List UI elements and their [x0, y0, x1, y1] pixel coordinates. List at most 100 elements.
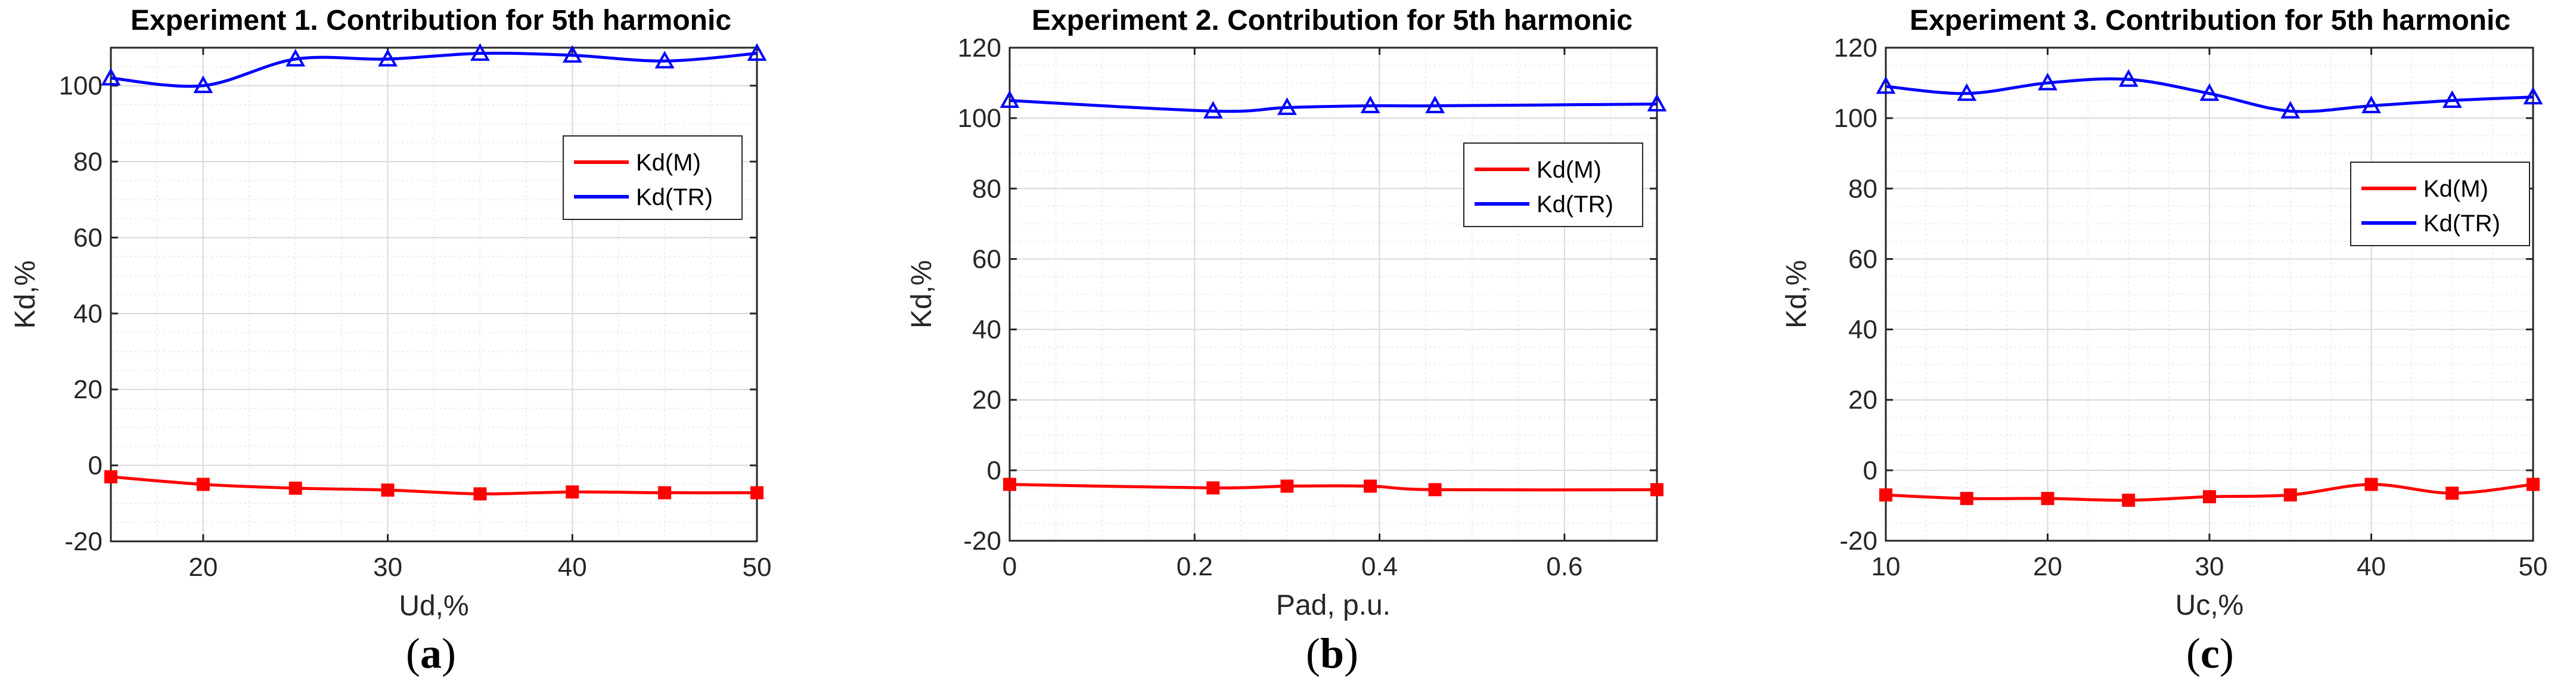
data-point-triangle — [2118, 69, 2139, 87]
data-point-triangle — [2361, 95, 2381, 113]
series-line — [1009, 482, 1658, 492]
y-tick-label: -20 — [1839, 526, 1877, 556]
legend-box — [563, 135, 743, 220]
data-point-square — [2283, 488, 2297, 502]
data-point-triangle — [1876, 76, 1896, 94]
y-tick-label: 80 — [1848, 174, 1877, 203]
data-point-triangle — [193, 75, 213, 94]
y-axis-label: Kd,% — [906, 260, 938, 328]
data-point-square — [1280, 479, 1294, 493]
x-axis-label: Uc,% — [2175, 590, 2244, 621]
data-point-triangle — [2038, 72, 2057, 91]
x-tick-label: 0.4 — [1361, 552, 1398, 581]
y-tick-label: 20 — [73, 375, 103, 404]
data-point-triangle — [2280, 101, 2301, 119]
data-point-square — [2122, 494, 2136, 507]
data-point-triangle — [285, 48, 306, 67]
series-line — [110, 51, 758, 88]
panel-label-close: ) — [1344, 630, 1358, 677]
legend: Kd(M) Kd(TR) — [2350, 162, 2530, 246]
data-point-triangle — [378, 48, 398, 67]
y-axis-label: Kd,% — [10, 261, 41, 329]
data-point-triangle — [2523, 86, 2543, 105]
legend: Kd(M) Kd(TR) — [1463, 142, 1643, 227]
series-line — [1885, 77, 2534, 113]
series-kd-tr — [1876, 69, 2543, 119]
x-tick-label: 0 — [1003, 552, 1017, 581]
series-line — [1009, 99, 1658, 113]
chart-title: Experiment 3. Contribution for 5th harmo… — [1910, 5, 2510, 36]
data-point-triangle — [470, 43, 490, 61]
data-point-triangle — [1647, 94, 1667, 111]
series-kd-m — [104, 470, 764, 501]
data-point-triangle — [1957, 83, 1977, 101]
x-tick-label: 40 — [558, 553, 587, 582]
y-tick-label: 100 — [958, 104, 1001, 133]
panel-label-open: ( — [406, 630, 420, 677]
panel-label-letter: c — [2201, 630, 2220, 677]
y-tick-label: 40 — [972, 315, 1001, 345]
y-tick-label: 20 — [972, 386, 1001, 415]
data-point-square — [1428, 483, 1442, 497]
y-tick-label: 60 — [972, 244, 1001, 274]
x-tick-label: 10 — [1872, 552, 1901, 581]
data-point-square — [566, 485, 579, 499]
data-point-square — [381, 484, 395, 497]
data-point-triangle — [1203, 101, 1223, 119]
panel-label-open: ( — [2186, 630, 2201, 677]
panel-label: (b) — [1306, 630, 1358, 677]
x-tick-label: 50 — [743, 553, 772, 582]
data-point-square — [1003, 478, 1016, 491]
data-point-square — [288, 481, 302, 495]
data-point-square — [750, 486, 764, 500]
series-kd-tr — [101, 43, 767, 94]
series-kd-tr — [1000, 90, 1667, 119]
x-tick-label: 30 — [373, 553, 402, 582]
chart-panel-1: 20 30 40 50 -20 0 20 40 60 80 100 Experiment 1. Con… — [10, 5, 771, 677]
y-tick-label: 0 — [987, 456, 1001, 485]
y-tick-label: 60 — [73, 223, 103, 252]
data-point-square — [2041, 492, 2054, 506]
legend-label: Kd(M) — [636, 150, 701, 176]
data-point-square — [1206, 481, 1220, 495]
y-tick-label: 40 — [73, 299, 103, 328]
chart-panel-3: 10 20 30 40 50 -20 0 20 40 60 80 100 120 Experiment 3… — [1781, 5, 2547, 677]
panel-label: (a) — [406, 630, 456, 677]
x-tick-label: 40 — [2357, 552, 2386, 581]
x-tick-label: 50 — [2519, 552, 2548, 581]
x-tick-label: 0.2 — [1177, 552, 1213, 581]
series-kd-m — [1879, 478, 2540, 507]
y-tick-label: 60 — [1848, 244, 1877, 274]
data-point-square — [1364, 479, 1377, 493]
data-point-triangle — [2199, 83, 2220, 101]
y-tick-label: 40 — [1848, 315, 1877, 345]
y-tick-label: 20 — [1848, 386, 1877, 415]
data-point-triangle — [1425, 95, 1445, 113]
data-point-square — [473, 487, 487, 501]
x-tick-label: 20 — [188, 553, 218, 582]
data-point-triangle — [747, 43, 767, 61]
y-tick-label: 120 — [958, 33, 1001, 63]
axes-frame — [110, 47, 758, 543]
panel-label: (c) — [2186, 630, 2234, 677]
x-axis-label: Ud,% — [399, 590, 468, 622]
data-point-triangle — [562, 45, 582, 63]
series-kd-m — [1003, 478, 1663, 497]
y-tick-label: 80 — [73, 147, 103, 176]
legend-box — [2350, 162, 2530, 246]
series-line — [110, 475, 758, 495]
legend-label: Kd(TR) — [636, 184, 713, 210]
axes-frame — [1008, 47, 1658, 542]
y-tick-label: 100 — [59, 72, 103, 101]
y-tick-label: 120 — [1834, 33, 1877, 63]
x-tick-label: 0.6 — [1546, 552, 1582, 581]
y-tick-label: 100 — [1834, 104, 1877, 133]
chart-title: Experiment 2. Contribution for 5th harmo… — [1032, 5, 1632, 36]
y-tick-label: -20 — [64, 527, 103, 556]
data-point-triangle — [654, 51, 675, 69]
data-point-square — [104, 470, 117, 484]
data-point-square — [2203, 490, 2216, 504]
legend-label: Kd(TR) — [1537, 191, 1613, 218]
